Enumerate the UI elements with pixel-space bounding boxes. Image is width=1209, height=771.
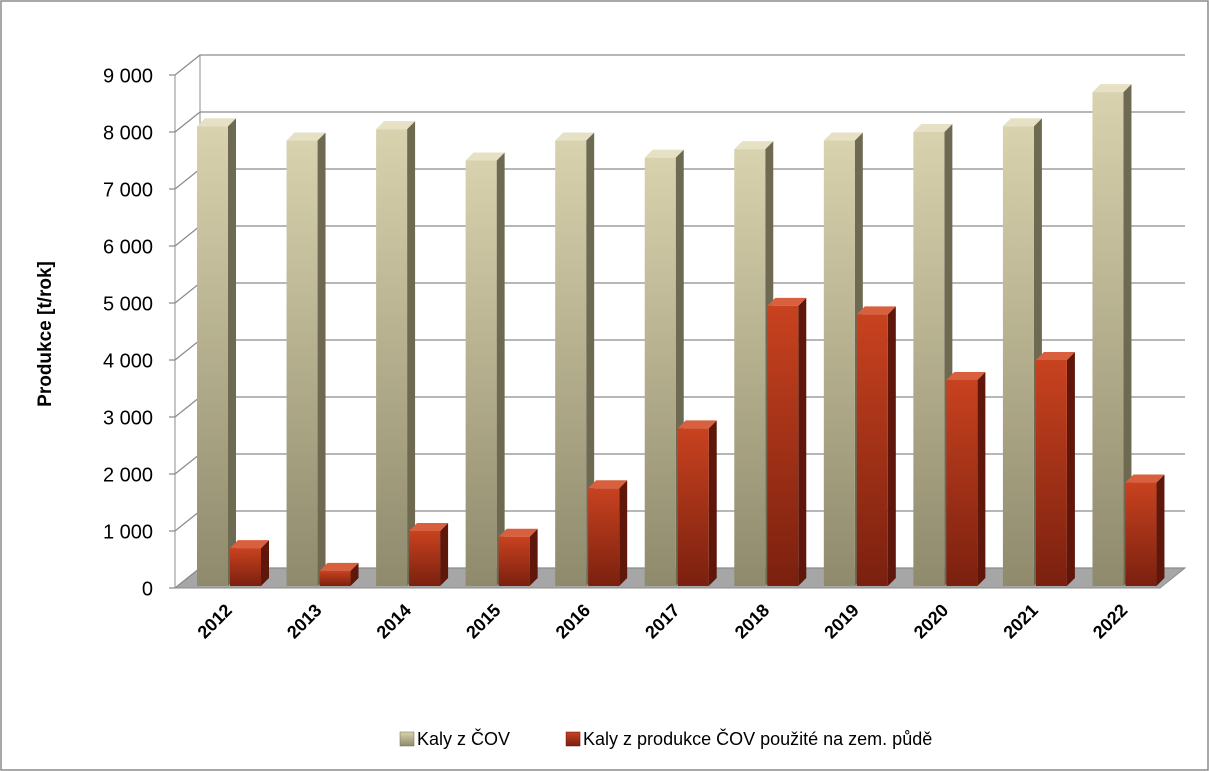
bar-side [708, 420, 717, 586]
bar [197, 126, 228, 587]
bar [230, 548, 261, 586]
bar-top [197, 118, 236, 127]
y-tick-label: 7 000 [103, 179, 153, 201]
y-tick-label: 6 000 [103, 236, 153, 258]
bar-top [1125, 474, 1165, 483]
y-tick-label: 5 000 [103, 293, 153, 315]
bar-side [496, 152, 505, 586]
bar-top [409, 523, 449, 531]
grid-line [169, 225, 1185, 247]
y-tick-label: 0 [142, 578, 153, 600]
legend-label: Kaly z ČOV [417, 728, 510, 749]
y-tick-label: 9 000 [103, 65, 153, 87]
y-tick-label: 2 000 [103, 464, 153, 486]
bar [677, 428, 709, 586]
bar-top [376, 121, 416, 130]
bar-top [677, 420, 717, 429]
bar [409, 531, 441, 586]
grid-line [169, 111, 1185, 133]
bar-side [798, 297, 807, 586]
bar-top [1035, 352, 1075, 360]
bar-side [440, 523, 449, 586]
bar [946, 379, 978, 586]
bar-top [823, 132, 863, 141]
bar-top [1002, 118, 1042, 127]
bar-top [498, 528, 538, 537]
grid-line [169, 339, 1185, 361]
grid-line [169, 282, 1185, 304]
bar-side [977, 371, 986, 586]
bar [498, 536, 530, 586]
bar [555, 140, 587, 587]
bar-top [1092, 84, 1132, 93]
bar [913, 132, 945, 586]
y-axis-title: Produkce [t/rok] [35, 261, 56, 407]
bar-side [1156, 474, 1165, 586]
bar-side [228, 118, 236, 587]
grid-line [169, 396, 1185, 418]
bar-side [407, 121, 416, 587]
grid-line [169, 168, 1185, 190]
y-tick-label: 8 000 [103, 122, 153, 144]
bar [465, 160, 497, 586]
bar-side [529, 528, 538, 586]
bar-side [350, 562, 359, 586]
bar [644, 157, 676, 586]
bar-top [230, 540, 269, 549]
legend-swatch [399, 731, 415, 747]
bar-side [887, 306, 896, 586]
grid-line [169, 54, 1185, 76]
bar [1002, 126, 1034, 587]
bar-top [465, 152, 505, 161]
legend-swatch [565, 731, 581, 747]
y-tick-label: 1 000 [103, 521, 153, 543]
bar-side [1123, 84, 1132, 586]
bar [588, 488, 620, 586]
bar [1092, 92, 1124, 586]
bar-top [946, 371, 986, 380]
bar [734, 149, 766, 586]
legend-label: Kaly z produkce ČOV použité na zem. půdě [583, 728, 932, 749]
bar [286, 140, 318, 587]
bar-side [317, 132, 326, 587]
bar [376, 129, 408, 586]
bar [823, 140, 855, 587]
bar-top [286, 132, 326, 141]
bar-top [913, 124, 953, 132]
bar-top [734, 141, 774, 150]
bar-side [1066, 352, 1075, 586]
bar [1035, 360, 1067, 586]
bar-side [261, 540, 269, 586]
bar-top [555, 132, 595, 141]
bar [1125, 482, 1157, 586]
bar [319, 570, 351, 586]
bar-side [619, 480, 628, 586]
bar-top [856, 306, 896, 315]
y-tick-label: 4 000 [103, 350, 153, 372]
bar [856, 314, 888, 586]
bar-top [588, 480, 628, 489]
bar-top [319, 562, 359, 571]
bar-top [767, 297, 807, 306]
bar-side [586, 132, 595, 587]
y-tick-label: 3 000 [103, 407, 153, 429]
bar-top [644, 149, 684, 158]
bar [767, 305, 799, 586]
